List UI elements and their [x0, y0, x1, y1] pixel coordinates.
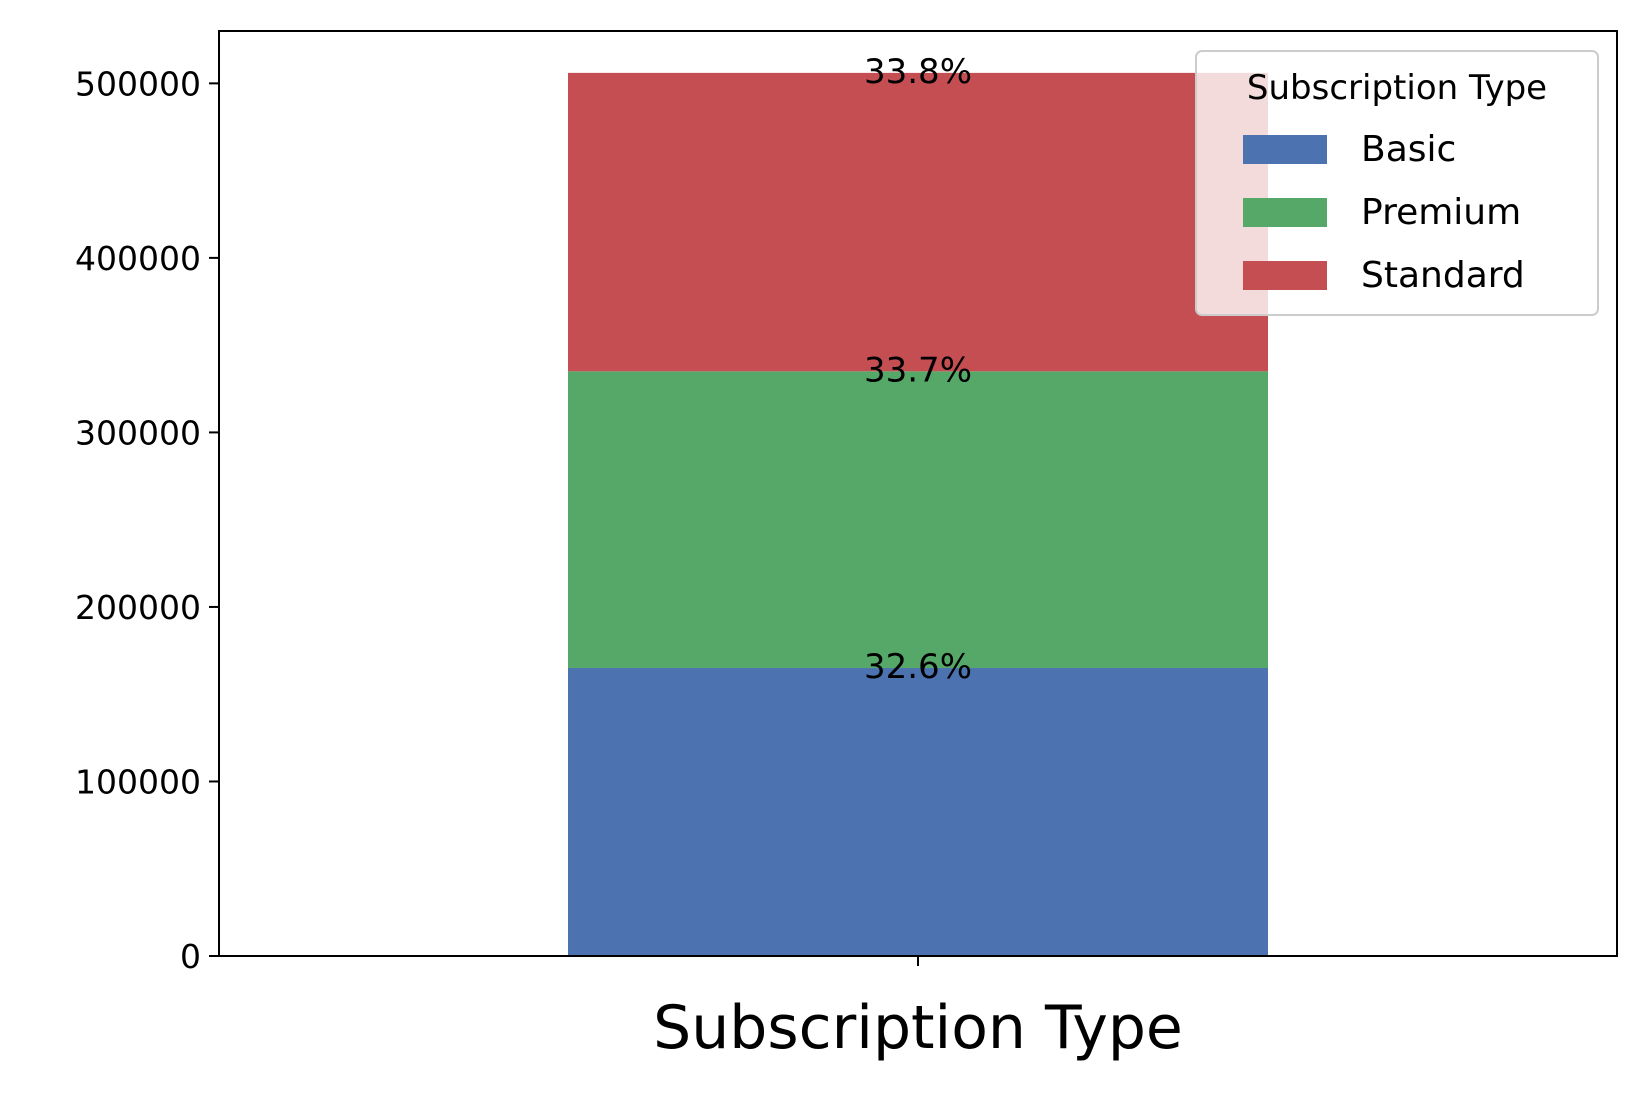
y-axis: 0 100000 200000 300000 400000 500000: [75, 64, 219, 976]
data-label-standard: 33.8%: [864, 52, 972, 92]
legend-label-standard: Standard: [1361, 255, 1525, 296]
y-tick-label: 100000: [75, 762, 201, 801]
bar-segment-premium: [568, 371, 1268, 669]
legend-entries: Basic Premium Standard: [1243, 129, 1525, 296]
y-tick-label: 200000: [75, 588, 201, 627]
data-labels-layer: 32.6% 33.7% 33.8%: [864, 52, 972, 687]
bar-segment-standard: [568, 72, 1268, 372]
y-tick-label: 0: [180, 937, 201, 976]
legend-label-basic: Basic: [1361, 129, 1456, 170]
plot-frame: [218, 30, 1618, 957]
legend-title: Subscription Type: [1247, 68, 1547, 108]
y-tick-label: 400000: [75, 239, 201, 278]
legend-swatch-premium: [1243, 198, 1327, 227]
legend-label-premium: Premium: [1361, 192, 1521, 233]
x-axis-label: Subscription Type: [653, 993, 1183, 1063]
legend-swatch-standard: [1243, 261, 1327, 290]
y-tick-label: 500000: [75, 64, 201, 103]
data-label-basic: 32.6%: [864, 647, 972, 687]
legend-swatch-basic: [1243, 135, 1327, 164]
x-axis: Subscription Type: [653, 956, 1183, 1063]
data-label-premium: 33.7%: [864, 350, 972, 390]
y-tick-label: 300000: [75, 413, 201, 452]
legend: Subscription Type Basic Premium Standard: [1195, 50, 1599, 316]
bars-layer: [568, 72, 1268, 956]
bar-segment-basic: [568, 668, 1268, 956]
legend-box: [1195, 50, 1599, 316]
